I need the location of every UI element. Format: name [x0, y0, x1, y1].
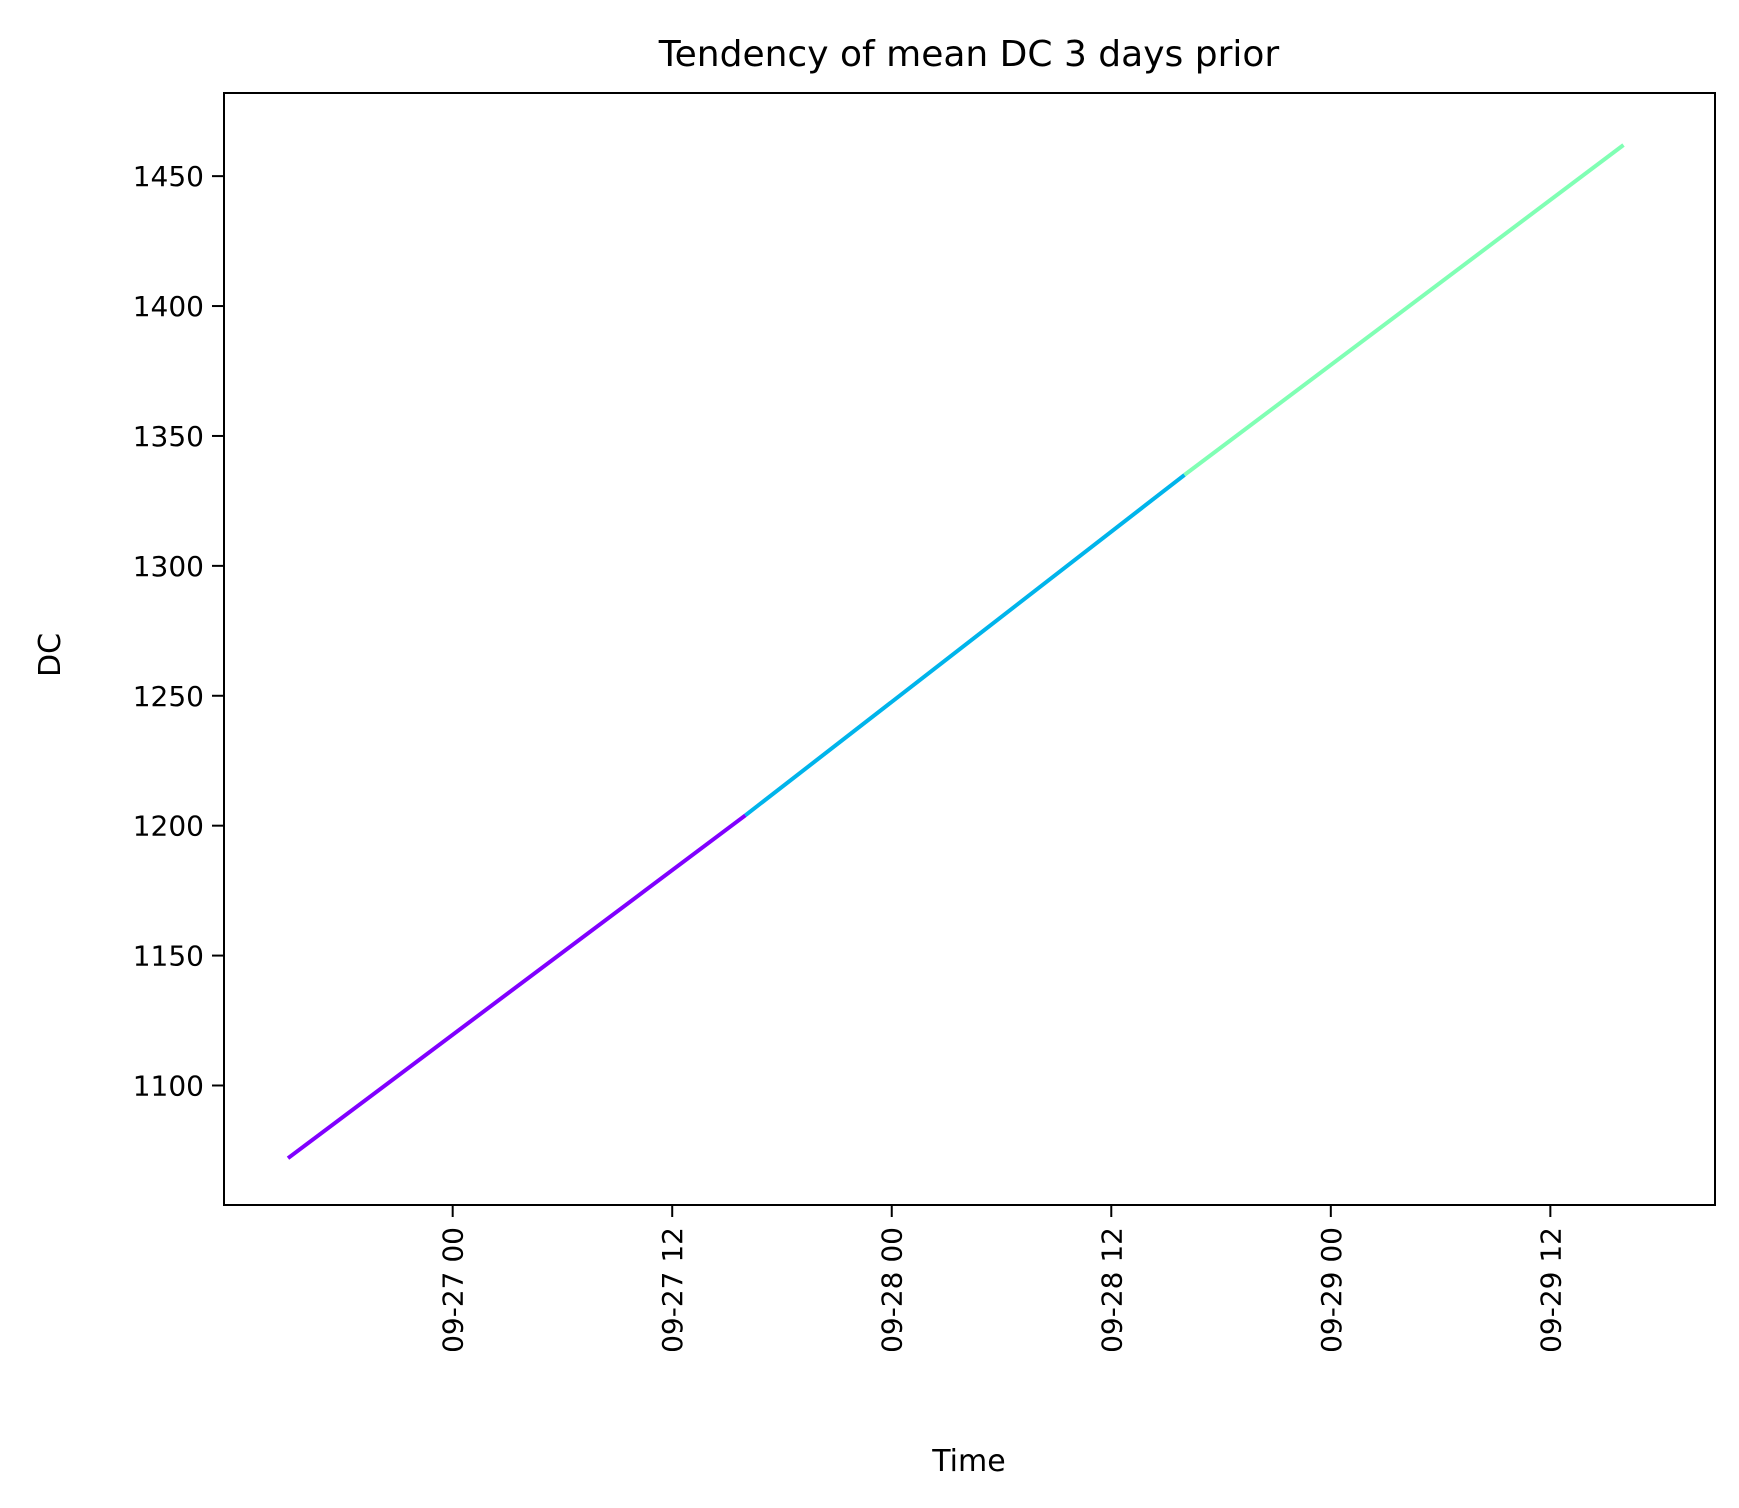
x-axis-label: Time — [931, 1444, 1005, 1479]
y-tick-label: 1250 — [133, 680, 204, 713]
y-tick-label: 1400 — [133, 290, 204, 323]
y-tick-label: 1450 — [133, 160, 204, 193]
y-tick-label: 1100 — [133, 1069, 204, 1102]
series-line-segment-1 — [286, 813, 747, 1160]
x-tick-label: 09-27 00 — [437, 1227, 470, 1353]
plot-frame — [223, 92, 1716, 1206]
y-tick-label: 1350 — [133, 420, 204, 453]
y-axis-label: DC — [33, 633, 68, 677]
y-tick-label: 1300 — [133, 550, 204, 583]
x-tick-label: 09-28 12 — [1095, 1227, 1128, 1353]
chart-title: Tendency of mean DC 3 days prior — [658, 34, 1280, 75]
x-tick-label: 09-29 00 — [1315, 1227, 1348, 1353]
x-tick-label: 09-29 12 — [1534, 1227, 1567, 1353]
plot-area — [286, 143, 1625, 1160]
series-line-segment-3 — [1183, 143, 1625, 477]
y-axis: 1100 1150 1200 1250 1300 1350 1400 1450 — [133, 160, 224, 1102]
y-tick-label: 1150 — [133, 940, 204, 973]
y-tick-label: 1200 — [133, 810, 204, 843]
series-line-segment-2 — [744, 473, 1186, 817]
x-axis: 09-27 00 09-27 12 09-28 00 09-28 12 09-29 00… — [437, 1205, 1567, 1353]
x-tick-label: 09-28 00 — [876, 1227, 909, 1353]
x-tick-label: 09-27 12 — [656, 1227, 689, 1353]
